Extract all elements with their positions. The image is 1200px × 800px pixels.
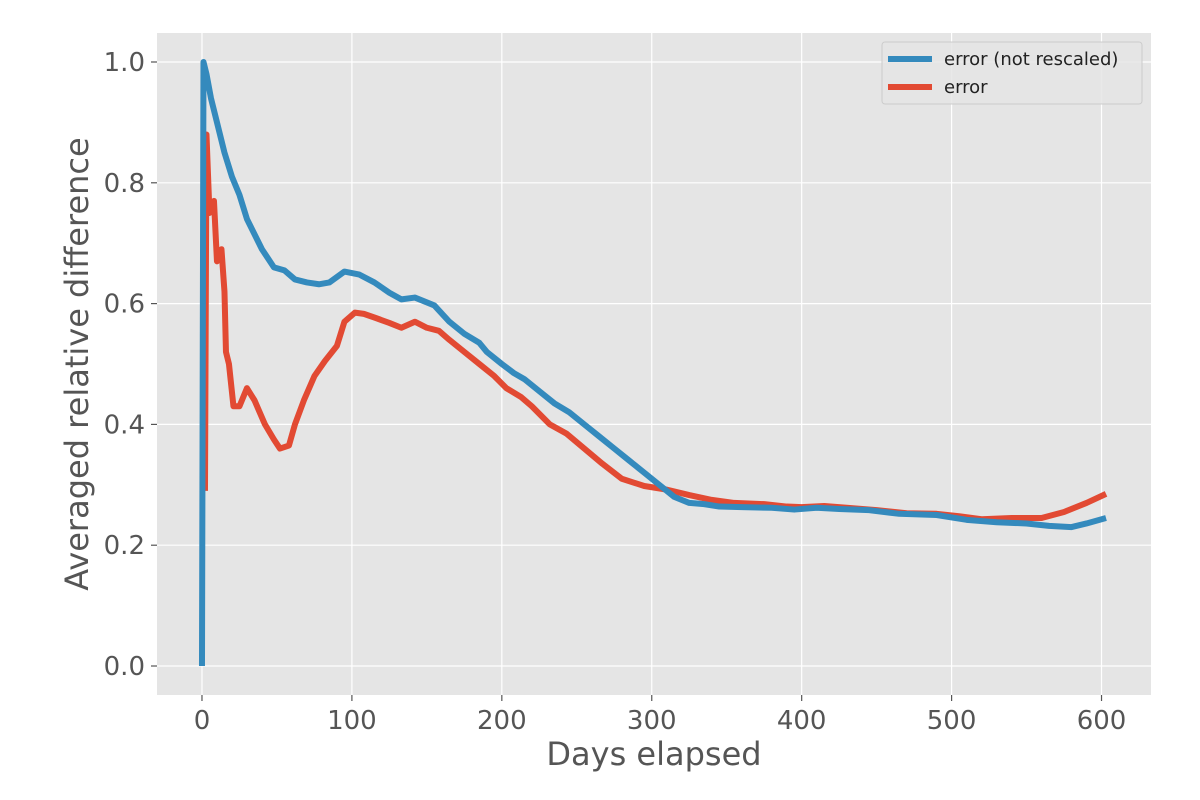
x-axis-label: Days elapsed (546, 735, 761, 773)
legend-box (881, 41, 1143, 105)
x-tick-label: 0 (194, 706, 211, 736)
tick-layer: 0 100 200 300 400 500 600 0.0 0.2 0.4 0.6 0.8 1.0 (104, 48, 1127, 736)
series-layer (198, 58, 1108, 667)
y-tick-label: 0.8 (104, 169, 145, 199)
x-tick-label: 600 (1077, 706, 1127, 736)
x-tick-label: 400 (777, 706, 827, 736)
y-tick-label: 0.0 (104, 652, 145, 682)
y-tick-label: 0.6 (104, 290, 145, 320)
legend-label-error: error (944, 77, 988, 98)
y-tick-label: 0.4 (104, 410, 145, 440)
series-line-error-not-rescaled (198, 58, 1107, 667)
y-tick-label: 0.2 (104, 531, 145, 561)
plot-background (157, 33, 1151, 695)
x-tick-label: 100 (327, 706, 377, 736)
legend-label-error-not-rescaled: error (not rescaled) (944, 49, 1118, 70)
x-tick-label: 300 (627, 706, 677, 736)
y-tick-label: 1.0 (104, 48, 145, 78)
x-tick-label: 500 (927, 706, 977, 736)
x-tick-label: 200 (477, 706, 527, 736)
y-axis-label: Averaged relative difference (58, 137, 96, 590)
legend: error (not rescaled) error (881, 41, 1143, 105)
